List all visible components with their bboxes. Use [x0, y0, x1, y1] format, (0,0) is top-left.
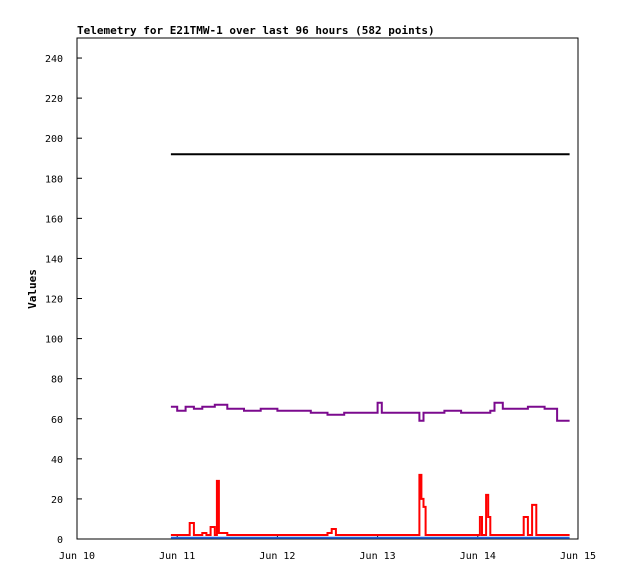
x-tick-label: Jun 15 — [560, 551, 596, 562]
series-layer — [170, 153, 570, 539]
x-tick-label: Jun 12 — [259, 551, 295, 562]
y-tick-label: 40 — [51, 455, 63, 466]
y-tick-label: 0 — [57, 535, 63, 546]
series-line-1 — [170, 401, 570, 422]
y-axis-title: Values — [26, 269, 39, 309]
y-tick-label: 180 — [45, 174, 63, 185]
y-tick-label: 60 — [51, 415, 63, 426]
y-tick-label: 20 — [51, 495, 63, 506]
series-line-2 — [170, 473, 570, 536]
y-tick-label: 200 — [45, 134, 63, 145]
y-tick-label: 160 — [45, 214, 63, 225]
y-tick-label: 240 — [45, 54, 63, 65]
x-tick-label: Jun 11 — [159, 551, 195, 562]
y-tick-label: 100 — [45, 335, 63, 346]
x-tick-label: Jun 14 — [460, 551, 496, 562]
x-axis: Jun 10 Jun 11 Jun 12 Jun 13 Jun 14 Jun 15 — [59, 534, 596, 562]
y-axis: 0 20 40 60 80 100 120 140 160 180 200 220 240 — [45, 54, 82, 546]
y-tick-label: 140 — [45, 254, 63, 265]
x-tick-label: Jun 13 — [360, 551, 396, 562]
y-tick-label: 220 — [45, 94, 63, 105]
x-tick-label: Jun 10 — [59, 551, 95, 562]
chart-title: Telemetry for E21TMW-1 over last 96 hour… — [77, 24, 435, 37]
plot-frame — [76, 37, 579, 540]
y-tick-label: 120 — [45, 295, 63, 306]
y-tick-label: 80 — [51, 375, 63, 386]
